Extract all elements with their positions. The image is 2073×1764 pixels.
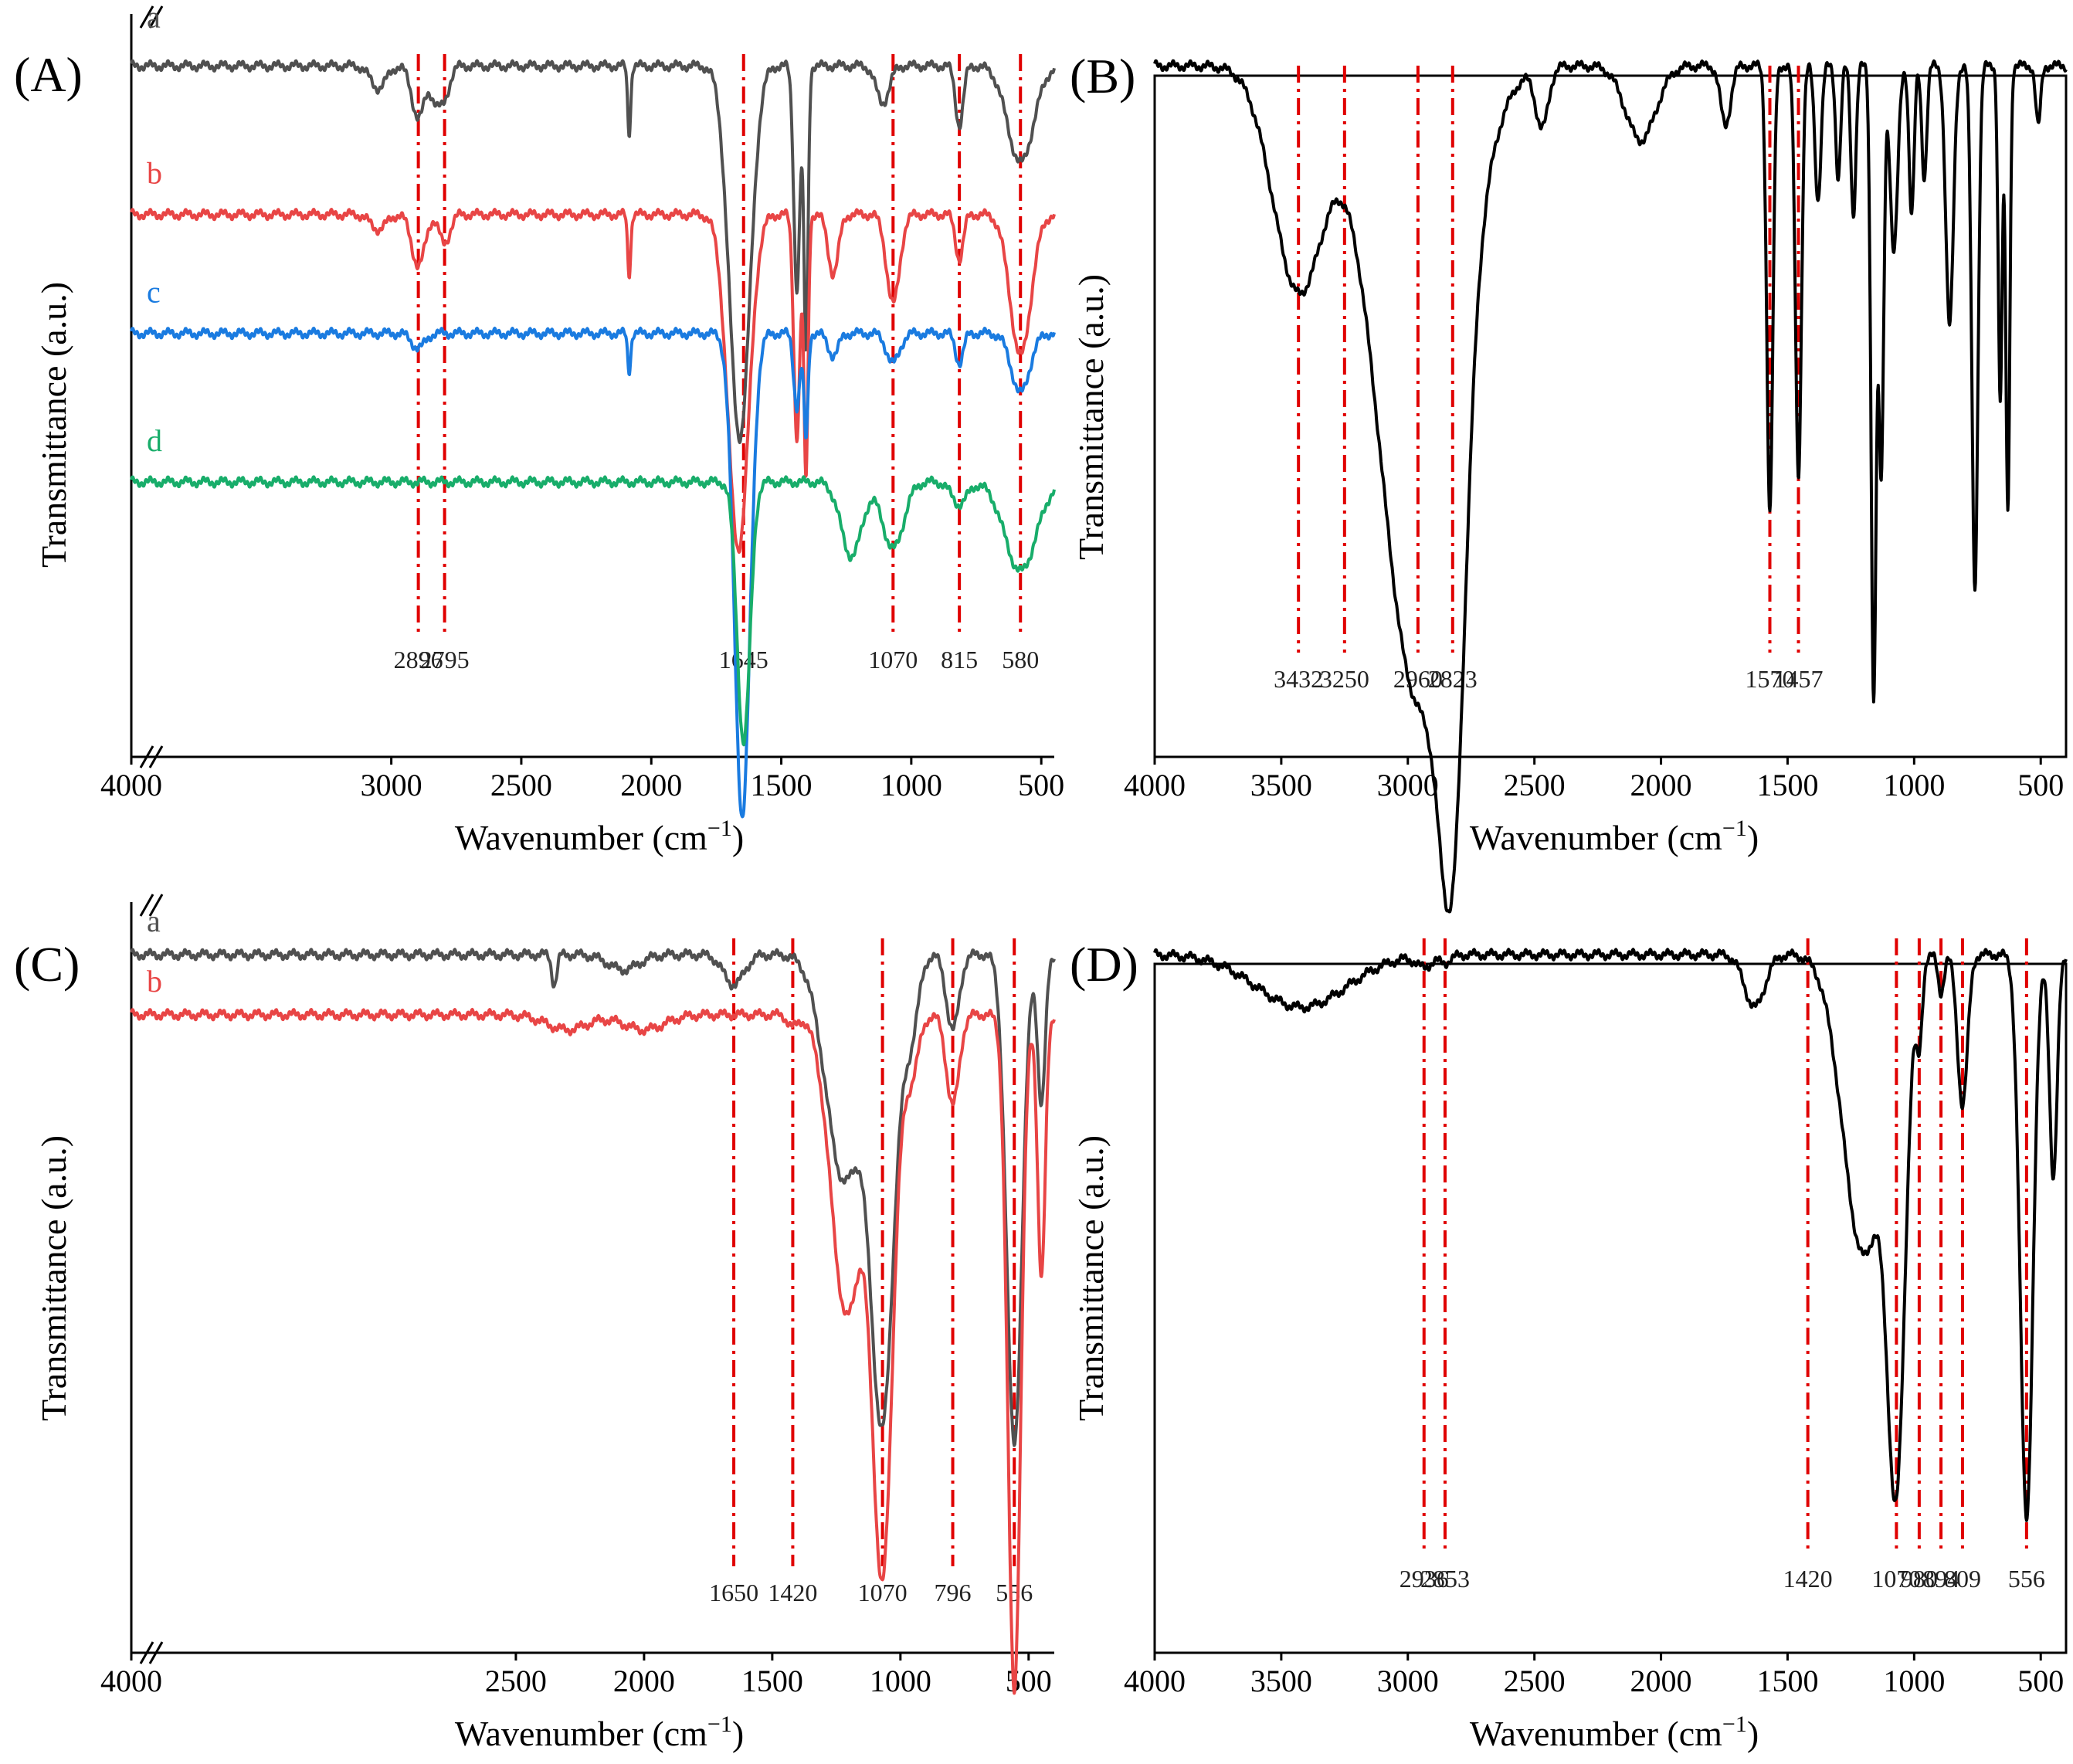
peak-marker-label: 894 bbox=[1922, 1565, 1959, 1593]
panel-d: 4000 3500 3000 2500 2000 1500 1000 500 Wavenumbe… bbox=[1070, 937, 2068, 1753]
series-line-b bbox=[130, 1008, 1056, 1695]
peak-marker-label: 2823 bbox=[1428, 665, 1478, 693]
series-line-c bbox=[130, 326, 1056, 819]
series-line-a bbox=[130, 948, 1056, 1447]
peak-marker-label: 580 bbox=[1002, 646, 1039, 673]
y-axis-label: Transmittance (a.u.) bbox=[34, 282, 73, 568]
peak-marker-label: 3250 bbox=[1320, 665, 1369, 693]
series-line bbox=[1153, 948, 2068, 1522]
plot-frame bbox=[1153, 962, 2068, 1654]
x-tick-label: 3000 bbox=[361, 768, 422, 802]
axis-break-mark bbox=[139, 745, 164, 768]
series-label-a: a bbox=[147, 0, 161, 34]
x-tick-label: 3500 bbox=[1250, 1664, 1312, 1698]
x-tick-label: 1000 bbox=[880, 768, 942, 802]
y-axis-label: Transmittance (a.u.) bbox=[1071, 274, 1111, 560]
series-label-c: c bbox=[147, 275, 161, 310]
x-axis-label-close: ) bbox=[732, 1714, 744, 1753]
x-axis-label-close: ) bbox=[732, 818, 744, 857]
panel-label: (B) bbox=[1070, 49, 1135, 103]
x-tick-label: 1000 bbox=[1883, 768, 1945, 802]
x-axis-label-sup: −1 bbox=[707, 816, 732, 841]
x-axis-label: Wavenumber (cm−1) bbox=[455, 816, 744, 857]
x-axis-label: Wavenumber (cm−1) bbox=[1470, 1711, 1759, 1753]
x-axis-label-sup: −1 bbox=[1722, 816, 1747, 841]
y-axis-label: Transmittance (a.u.) bbox=[34, 1135, 73, 1421]
x-axis-label-sup: −1 bbox=[707, 1711, 732, 1737]
x-tick-label: 3500 bbox=[1250, 768, 1312, 802]
x-tick-label: 2500 bbox=[1504, 1664, 1566, 1698]
peak-marker-label: 2896 bbox=[394, 646, 443, 673]
peak-marker-label: 3432 bbox=[1274, 665, 1323, 693]
x-tick-label: 3000 bbox=[1377, 768, 1439, 802]
peak-marker-label: 815 bbox=[941, 646, 978, 673]
peak-marker-label: 2795 bbox=[420, 646, 470, 673]
y-axis-label: Transmittance (a.u.) bbox=[1071, 1135, 1111, 1421]
peak-marker-label: 2936 bbox=[1400, 1565, 1449, 1593]
peak-marker-label: 1420 bbox=[768, 1579, 817, 1606]
x-tick-label: 4000 bbox=[1124, 768, 1186, 802]
x-axis-label-sup: −1 bbox=[1722, 1711, 1747, 1737]
peak-marker-label: 1457 bbox=[1774, 665, 1824, 693]
x-tick-label: 1500 bbox=[1756, 1664, 1818, 1698]
series-line-a bbox=[130, 59, 1056, 444]
panel-label: (C) bbox=[14, 937, 80, 992]
peak-marker-label: 809 bbox=[1944, 1565, 1981, 1593]
peak-marker-label: 1070 bbox=[1871, 1565, 1921, 1593]
x-axis-label: Wavenumber (cm−1) bbox=[455, 1711, 744, 1753]
x-tick-label: 2000 bbox=[613, 1664, 675, 1698]
x-tick-label: 1500 bbox=[751, 768, 813, 802]
x-axis-label: Wavenumber (cm−1) bbox=[1470, 816, 1759, 857]
x-axis-label-close: ) bbox=[1747, 1714, 1759, 1753]
peak-marker-label: 2853 bbox=[1420, 1565, 1470, 1593]
peak-marker-label: 1570 bbox=[1746, 665, 1795, 693]
axis-break-mark bbox=[139, 894, 164, 917]
peak-marker-label: 2960 bbox=[1393, 665, 1443, 693]
peak-marker-label: 556 bbox=[996, 1579, 1033, 1606]
peak-marker-label: 1070 bbox=[868, 646, 918, 673]
x-tick-label: 2000 bbox=[620, 768, 682, 802]
axis-break-mark bbox=[139, 5, 164, 29]
x-tick-label: 1000 bbox=[870, 1664, 931, 1698]
plot-frame bbox=[1153, 74, 2068, 758]
series-label-b: b bbox=[147, 156, 162, 191]
series-line-d bbox=[130, 475, 1056, 747]
peak-marker-label: 556 bbox=[2008, 1565, 2045, 1593]
x-tick-label: 1500 bbox=[1756, 768, 1818, 802]
series-label-a: a bbox=[147, 904, 161, 938]
panel-label: (A) bbox=[14, 47, 83, 102]
x-tick-label: 4000 bbox=[100, 1664, 162, 1698]
series-label-b: b bbox=[147, 964, 162, 999]
peak-marker-label: 1645 bbox=[719, 646, 768, 673]
x-tick-label: 1000 bbox=[1883, 1664, 1945, 1698]
peak-marker-label: 1070 bbox=[858, 1579, 908, 1606]
series-line-b bbox=[130, 208, 1056, 555]
series-line bbox=[1153, 59, 2068, 914]
x-tick-label: 4000 bbox=[100, 768, 162, 802]
peak-marker-label: 796 bbox=[935, 1579, 972, 1606]
x-tick-label: 2500 bbox=[1504, 768, 1566, 802]
x-tick-label: 500 bbox=[2017, 768, 2064, 802]
x-tick-label: 500 bbox=[2017, 1664, 2064, 1698]
x-tick-label: 3000 bbox=[1377, 1664, 1439, 1698]
x-tick-label: 500 bbox=[1018, 768, 1064, 802]
axis-break-mark bbox=[139, 1641, 164, 1664]
x-tick-label: 4000 bbox=[1124, 1664, 1186, 1698]
x-tick-label: 2000 bbox=[1630, 768, 1692, 802]
peak-marker-label: 1650 bbox=[709, 1579, 758, 1606]
panel-label: (D) bbox=[1070, 937, 1138, 992]
series-label-d: d bbox=[147, 423, 162, 458]
panel-b: 4000 3500 3000 2500 2000 1500 1000 500 Wavenumbe… bbox=[1070, 49, 2068, 914]
peak-marker-label: 1420 bbox=[1783, 1565, 1833, 1593]
x-tick-label: 1500 bbox=[741, 1664, 803, 1698]
peak-marker-label: 980 bbox=[1901, 1565, 1938, 1593]
x-tick-label: 2500 bbox=[485, 1664, 547, 1698]
x-tick-label: 2000 bbox=[1630, 1664, 1692, 1698]
panel-a: 4000 3000 2500 2000 1500 1000 500 Wavenumber (c… bbox=[14, 0, 1064, 857]
x-tick-label: 2500 bbox=[490, 768, 552, 802]
x-axis-label-close: ) bbox=[1747, 818, 1759, 857]
